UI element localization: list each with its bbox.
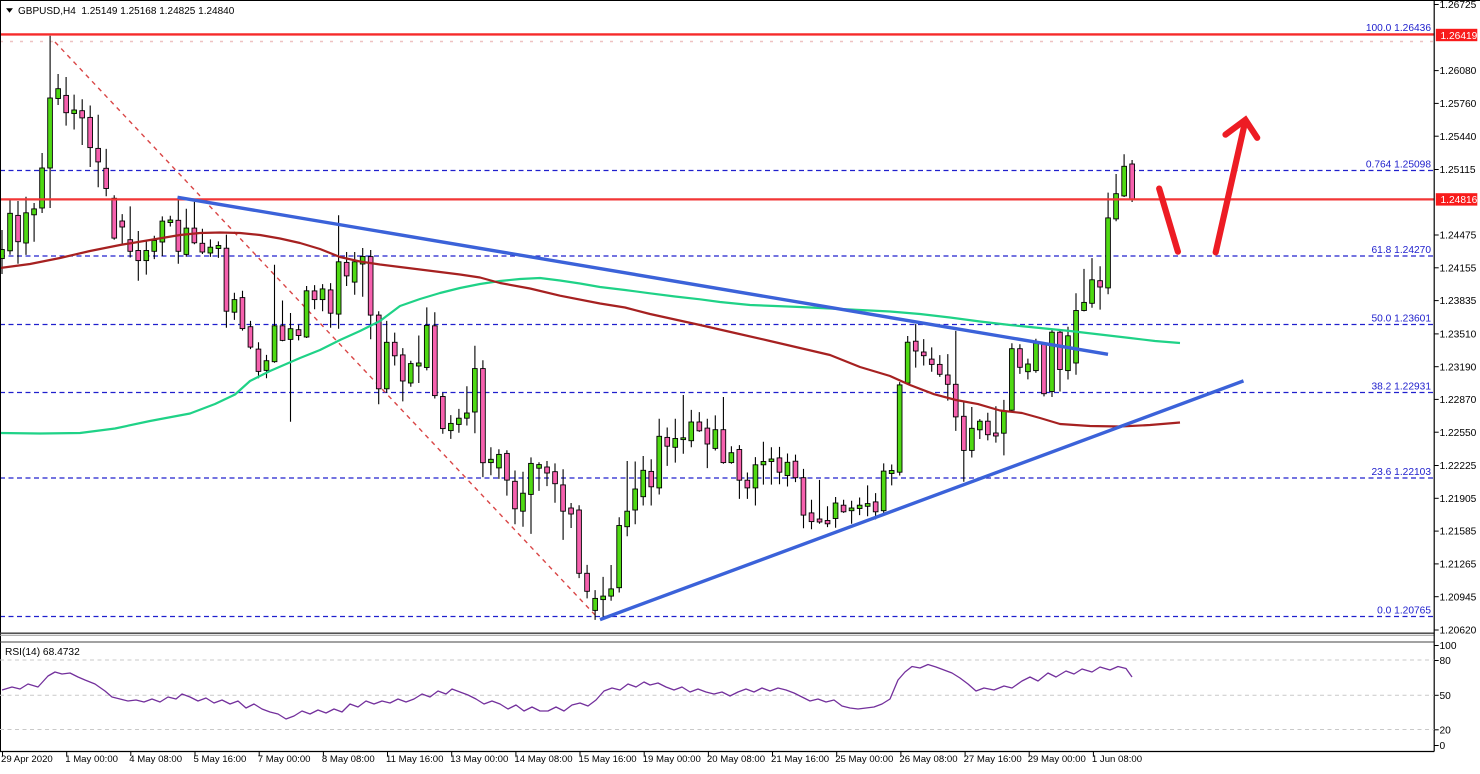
- svg-text:1.21585: 1.21585: [1440, 527, 1477, 538]
- svg-text:7 May 00:00: 7 May 00:00: [258, 754, 311, 765]
- svg-text:0: 0: [1440, 741, 1446, 752]
- svg-text:27 May 16:00: 27 May 16:00: [964, 754, 1022, 765]
- svg-text:38.2 1.22931: 38.2 1.22931: [1372, 381, 1432, 392]
- svg-text:14 May 08:00: 14 May 08:00: [514, 754, 572, 765]
- svg-text:1 May 00:00: 1 May 00:00: [65, 754, 118, 765]
- svg-text:1.21905: 1.21905: [1440, 494, 1477, 505]
- svg-text:1.20620: 1.20620: [1440, 626, 1477, 637]
- svg-text:1.24816: 1.24816: [1441, 195, 1478, 206]
- svg-text:8 May 08:00: 8 May 08:00: [322, 754, 375, 765]
- svg-text:1.23190: 1.23190: [1440, 362, 1477, 373]
- svg-text:5 May 16:00: 5 May 16:00: [194, 754, 247, 765]
- svg-text:1.21265: 1.21265: [1440, 560, 1477, 571]
- svg-text:50: 50: [1440, 691, 1452, 702]
- svg-text:0.764 1.25098: 0.764 1.25098: [1366, 159, 1431, 170]
- svg-text:1.22225: 1.22225: [1440, 461, 1477, 472]
- svg-text:1.23835: 1.23835: [1440, 296, 1477, 307]
- svg-text:20: 20: [1440, 725, 1452, 736]
- svg-text:1.26725: 1.26725: [1440, 0, 1477, 11]
- svg-text:1.24155: 1.24155: [1440, 263, 1477, 274]
- svg-text:100: 100: [1440, 641, 1457, 652]
- svg-text:23.6 1.22103: 23.6 1.22103: [1372, 467, 1432, 478]
- svg-text:1.24475: 1.24475: [1440, 231, 1477, 242]
- svg-text:1 Jun 08:00: 1 Jun 08:00: [1092, 754, 1142, 765]
- svg-text:4 May 08:00: 4 May 08:00: [129, 754, 182, 765]
- svg-text:20 May 08:00: 20 May 08:00: [707, 754, 765, 765]
- svg-text:15 May 16:00: 15 May 16:00: [579, 754, 637, 765]
- svg-text:25 May 00:00: 25 May 00:00: [835, 754, 893, 765]
- svg-text:61.8 1.24270: 61.8 1.24270: [1372, 245, 1432, 256]
- svg-text:29 May 00:00: 29 May 00:00: [1028, 754, 1086, 765]
- svg-text:29 Apr 2020: 29 Apr 2020: [1, 754, 53, 765]
- svg-text:1.20945: 1.20945: [1440, 592, 1477, 603]
- svg-text:80: 80: [1440, 656, 1452, 667]
- svg-text:1.26419: 1.26419: [1441, 31, 1478, 42]
- svg-text:19 May 00:00: 19 May 00:00: [643, 754, 701, 765]
- svg-text:1.25440: 1.25440: [1440, 132, 1477, 143]
- svg-text:0.0 1.20765: 0.0 1.20765: [1377, 605, 1431, 616]
- svg-text:26 May 08:00: 26 May 08:00: [899, 754, 957, 765]
- svg-text:50.0 1.23601: 50.0 1.23601: [1372, 313, 1432, 324]
- svg-text:1.25115: 1.25115: [1440, 165, 1476, 176]
- svg-text:21 May 16:00: 21 May 16:00: [771, 754, 829, 765]
- svg-text:RSI(14) 68.4732: RSI(14) 68.4732: [5, 647, 80, 658]
- svg-text:100.0 1.26436: 100.0 1.26436: [1366, 23, 1431, 34]
- svg-text:1.26080: 1.26080: [1440, 66, 1477, 77]
- svg-text:13 May 00:00: 13 May 00:00: [450, 754, 508, 765]
- svg-text:1.22550: 1.22550: [1440, 428, 1477, 439]
- svg-text:1.25760: 1.25760: [1440, 99, 1477, 110]
- svg-text:GBPUSD,H4 1.25149 1.25168 1.2: GBPUSD,H4 1.25149 1.25168 1.24825 1.2484…: [18, 6, 235, 17]
- svg-text:11 May 16:00: 11 May 16:00: [386, 754, 443, 765]
- svg-text:1.22870: 1.22870: [1440, 395, 1477, 406]
- svg-text:1.23510: 1.23510: [1440, 330, 1477, 341]
